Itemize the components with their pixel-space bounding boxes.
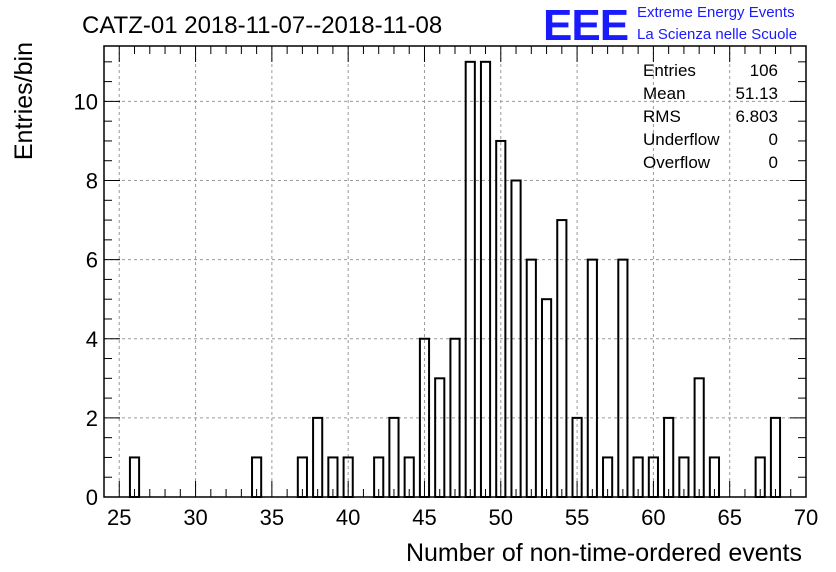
y-tick-label: 2 — [86, 406, 98, 431]
histogram-bar — [540, 298, 553, 499]
histogram-bar — [464, 60, 476, 499]
stat-value-rms: 6.803 — [735, 107, 778, 126]
grid-layer — [104, 46, 806, 497]
histogram-bar — [525, 258, 537, 499]
histogram-bar — [663, 416, 675, 499]
y-tick-label: 10 — [74, 89, 98, 114]
stat-label-mean: Mean — [643, 84, 686, 103]
y-tick-label: 4 — [86, 327, 98, 352]
y-tick-label: 6 — [86, 248, 98, 273]
histogram-bar — [556, 219, 568, 498]
stats-box: Entries 106 Mean 51.13 RMS 6.803 Underfl… — [643, 61, 778, 172]
x-tick-label: 55 — [565, 505, 589, 530]
stat-value-overflow: 0 — [769, 153, 778, 172]
histogram-bar — [434, 377, 446, 499]
x-tick-labels: 25 30 35 40 45 50 55 60 65 70 — [107, 505, 818, 530]
histogram-bar — [617, 258, 629, 499]
stat-label-overflow: Overflow — [643, 153, 711, 172]
histogram-bar — [479, 60, 492, 499]
x-tick-label: 40 — [336, 505, 360, 530]
histogram-bar — [312, 416, 324, 499]
chart-title: CATZ-01 2018-11-07--2018-11-08 — [82, 12, 442, 39]
y-tick-labels: 0 2 4 6 8 10 — [74, 89, 98, 510]
plot-border — [103, 45, 807, 498]
logo-line-1: Extreme Energy Events — [637, 4, 795, 21]
logo-mark: EEE — [543, 1, 628, 50]
x-tick-label: 45 — [412, 505, 436, 530]
x-tick-label: 30 — [183, 505, 207, 530]
y-tick-label: 8 — [86, 169, 98, 194]
x-axis-title: Number of non-time-ordered events — [406, 539, 802, 567]
x-tick-label: 60 — [641, 505, 665, 530]
stat-label-rms: RMS — [643, 107, 681, 126]
x-tick-label: 35 — [260, 505, 284, 530]
x-tick-label: 50 — [489, 505, 513, 530]
histogram-bar — [586, 258, 598, 499]
stat-value-mean: 51.13 — [735, 84, 778, 103]
tick-layer — [103, 46, 807, 498]
stat-value-entries: 106 — [750, 61, 778, 80]
y-tick-label: 0 — [86, 485, 98, 510]
y-axis-title: Entries/bin — [10, 42, 38, 160]
x-tick-label: 70 — [794, 505, 818, 530]
histogram-bar — [769, 416, 782, 499]
histogram-bar — [388, 416, 400, 499]
stat-label-entries: Entries — [643, 61, 696, 80]
histogram-bar — [693, 377, 705, 499]
bar-layer — [128, 60, 782, 499]
stat-label-underflow: Underflow — [643, 130, 720, 149]
eee-logo: EEE Extreme Energy Events La Scienza nel… — [543, 1, 797, 50]
x-tick-label: 25 — [107, 505, 131, 530]
x-tick-label: 65 — [717, 505, 741, 530]
plot-frame — [103, 45, 807, 498]
stat-value-underflow: 0 — [769, 130, 778, 149]
logo-line-2: La Scienza nelle Scuole — [637, 26, 797, 43]
